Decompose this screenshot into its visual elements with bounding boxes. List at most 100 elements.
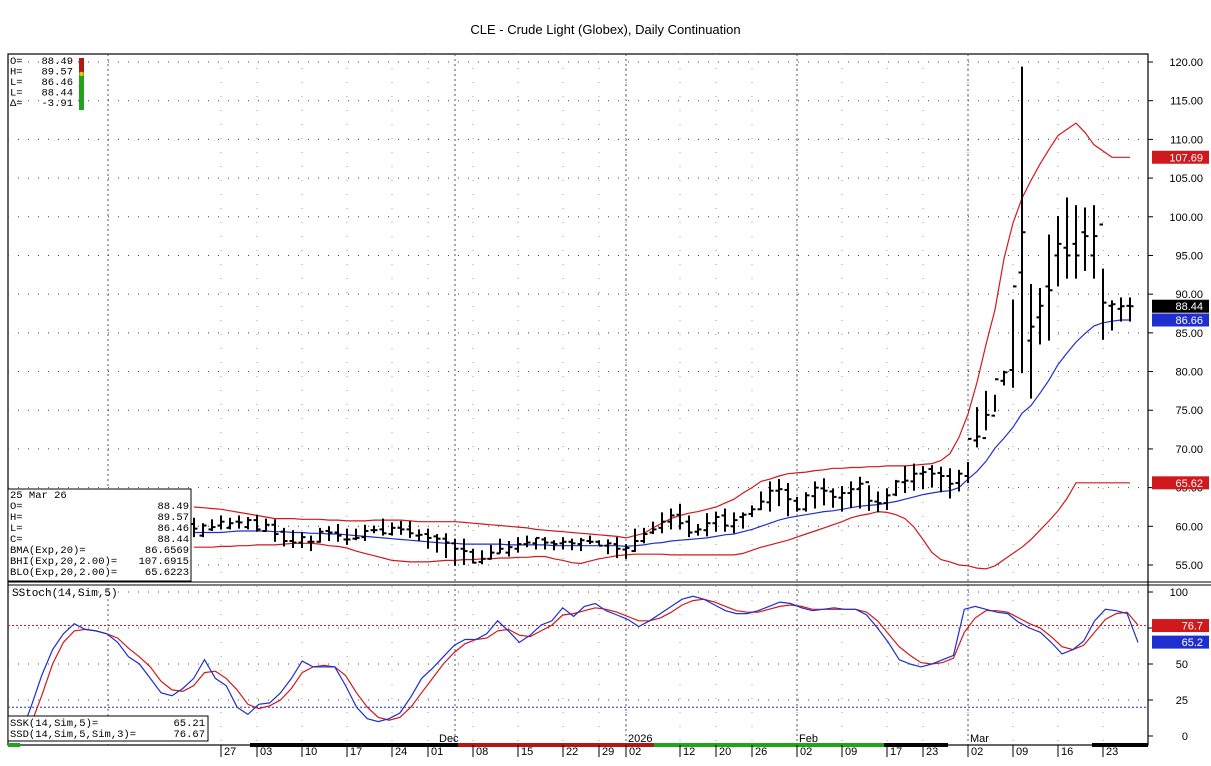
price-bar bbox=[343, 528, 351, 545]
price-bar bbox=[937, 466, 945, 493]
price-tags: 107.69 88.44 86.66 65.62 76.7 65.2 bbox=[1152, 150, 1209, 649]
price-bar bbox=[694, 523, 702, 536]
data-window-value: 107.6915 bbox=[139, 556, 189, 568]
price-bar bbox=[883, 488, 891, 511]
stoch-tick-label: 25 bbox=[1176, 695, 1188, 707]
ohlc-value: 89.57 bbox=[41, 67, 73, 79]
price-value-tag: 65.62 bbox=[1152, 476, 1209, 490]
price-bar bbox=[397, 520, 405, 535]
price-tick-label: 105.00 bbox=[1169, 173, 1203, 185]
band-upper-line bbox=[193, 122, 1130, 539]
price-bar bbox=[559, 537, 567, 550]
x-month-label: 2026 bbox=[628, 733, 652, 745]
price-bar bbox=[1063, 197, 1071, 279]
value-tag-text: 107.69 bbox=[1169, 152, 1203, 164]
price-bar bbox=[910, 463, 918, 491]
x-tick-label: 10 bbox=[305, 746, 317, 758]
ohlc-value: -3.91 bbox=[41, 98, 73, 110]
x-tick-label: 09 bbox=[845, 746, 857, 758]
data-window-label: BLO(Exp,20,2.00)= bbox=[10, 567, 117, 579]
grid-lines bbox=[8, 54, 1148, 745]
x-tick-label: 09 bbox=[1016, 746, 1028, 758]
x-axis-period-bar bbox=[654, 743, 884, 747]
price-bar bbox=[208, 519, 216, 531]
value-tag-bg bbox=[1152, 299, 1209, 313]
price-bar bbox=[307, 535, 315, 552]
price-bar bbox=[739, 512, 747, 529]
price-bar bbox=[685, 515, 693, 538]
price-bar bbox=[1117, 297, 1125, 322]
chart-border bbox=[7, 53, 1149, 746]
stoch-value-tag: 65.2 bbox=[1152, 635, 1209, 649]
x-tick-label: 29 bbox=[602, 746, 614, 758]
ohlc-value: 88.49 bbox=[41, 56, 73, 68]
value-tag-text: 86.66 bbox=[1175, 315, 1203, 327]
price-tick-label: 120.00 bbox=[1169, 57, 1203, 69]
data-window-label: BHI(Exp,20,2.00)= bbox=[10, 556, 117, 568]
data-window-label: BMA(Exp,20)= bbox=[10, 545, 86, 557]
price-tick-label: 95.00 bbox=[1175, 250, 1203, 262]
x-month-label: Dec bbox=[439, 733, 459, 745]
price-bar bbox=[982, 390, 990, 440]
price-tick-label: 70.00 bbox=[1175, 444, 1203, 456]
stoch-title: SStoch(14,Sim,5) bbox=[12, 588, 118, 600]
price-bar bbox=[253, 514, 261, 532]
price-bar bbox=[1018, 66, 1026, 374]
price-bar bbox=[1081, 207, 1089, 271]
price-bar bbox=[640, 527, 648, 544]
data-window-value: 89.57 bbox=[157, 512, 189, 524]
price-bar bbox=[415, 529, 423, 542]
x-tick-label: 17 bbox=[890, 746, 902, 758]
data-window-label: C= bbox=[10, 534, 23, 546]
price-bar bbox=[991, 378, 999, 417]
price-value-tag: 86.66 bbox=[1152, 313, 1209, 327]
price-bar bbox=[424, 528, 432, 549]
price-bar bbox=[289, 530, 297, 548]
data-window-label: H= bbox=[10, 512, 23, 524]
price-bar bbox=[370, 525, 378, 534]
price-bar bbox=[433, 534, 441, 553]
range-indicator-dot bbox=[79, 71, 84, 77]
price-bar bbox=[334, 523, 342, 542]
price-bar bbox=[577, 537, 585, 552]
data-window-value: 88.44 bbox=[157, 534, 189, 546]
price-tick-label: 80.00 bbox=[1175, 367, 1203, 379]
price-bar bbox=[757, 491, 765, 511]
stoch-data-label: SSK(14,Sim,5)= bbox=[10, 718, 98, 730]
info-boxes: O= 88.49 H= 89.57 L= 86.46 L= 88.44 Δ= -3.91 25 Ma… bbox=[7, 56, 209, 742]
stoch-data-value: 65.21 bbox=[173, 718, 205, 730]
price-tick-label: 85.00 bbox=[1175, 328, 1203, 340]
price-bar bbox=[505, 541, 513, 557]
value-tag-bg bbox=[1152, 635, 1209, 649]
stoch-tick-label: 0 bbox=[1182, 731, 1188, 743]
data-window-label: O= bbox=[10, 501, 23, 513]
price-bar bbox=[298, 532, 306, 548]
x-month-label: Mar bbox=[970, 733, 989, 745]
price-tick-label: 75.00 bbox=[1175, 405, 1203, 417]
price-bar bbox=[631, 528, 639, 553]
price-bar bbox=[721, 508, 729, 532]
price-bar bbox=[352, 528, 360, 541]
price-bar bbox=[1054, 215, 1062, 287]
price-bar bbox=[442, 533, 450, 559]
price-bar bbox=[802, 492, 810, 512]
price-bar bbox=[892, 479, 900, 497]
x-tick-label: 02 bbox=[800, 746, 812, 758]
price-bar bbox=[667, 508, 675, 530]
price-bar bbox=[262, 518, 270, 532]
stoch-tick-label: 50 bbox=[1176, 659, 1188, 671]
price-bar bbox=[811, 481, 819, 509]
price-bar bbox=[847, 481, 855, 508]
price-bar bbox=[955, 469, 963, 492]
price-bar bbox=[622, 544, 630, 559]
price-bar bbox=[550, 540, 558, 551]
chart-frame bbox=[7, 53, 1211, 746]
x-axis[interactable]: 27 03 10 17 24 01 08 15 22 29 02 12 20 26 02 09 17 23 02 09… bbox=[8, 733, 1148, 758]
price-bar bbox=[928, 465, 936, 488]
price-bar bbox=[568, 538, 576, 551]
price-tick-label: 110.00 bbox=[1170, 134, 1203, 146]
ohlc-label: Δ= bbox=[10, 98, 23, 110]
price-bar bbox=[1009, 285, 1017, 388]
data-window-date: 25 Mar 26 bbox=[10, 490, 67, 502]
